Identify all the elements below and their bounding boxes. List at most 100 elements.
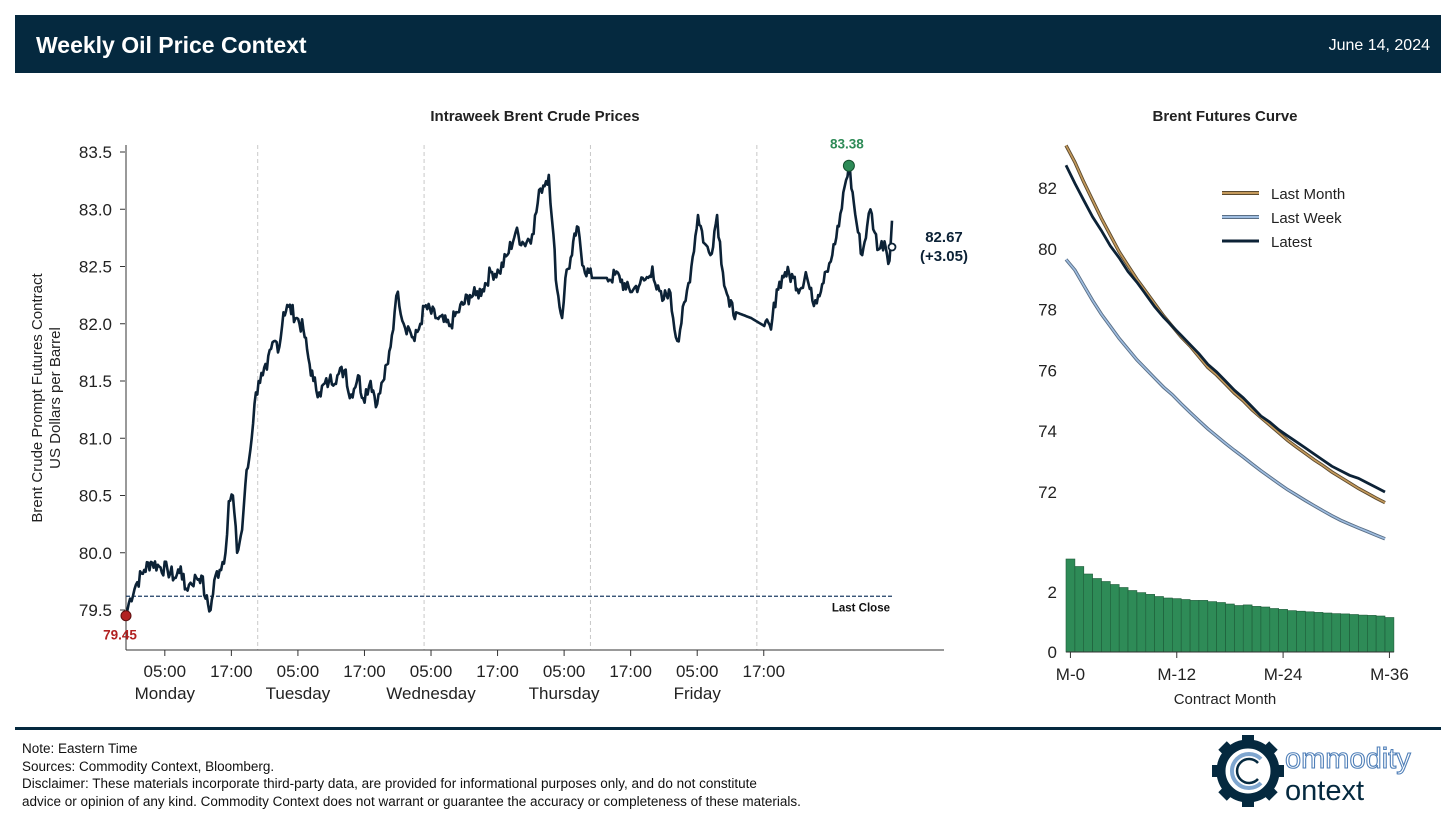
intraweek-chart: 79.5 80.0 80.5 81.0 81.5 82.0 82.5 83.0 83.5 05:0… [79, 137, 968, 703]
change-bar [1225, 603, 1235, 653]
change-bar [1092, 578, 1102, 653]
intraweek-y-tick-label: 81.5 [79, 372, 112, 391]
bars-x-tick-label: M-0 [1056, 665, 1085, 684]
curve-x-axis-label: Contract Month [1174, 691, 1277, 708]
last-marker [887, 242, 897, 252]
report-date: June 14, 2024 [1328, 37, 1430, 54]
change-bar [1242, 604, 1253, 653]
intraweek-x-tick-label: 05:00 [543, 662, 586, 681]
intraweek-x-tick-label: 17:00 [609, 662, 652, 681]
footer-notes: Note: Eastern Time Sources: Commodity Co… [22, 740, 801, 810]
change-bar [1367, 615, 1377, 653]
intraweek-x-tick-label: 05:00 [676, 662, 719, 681]
bars-y-tick-label: 0 [1048, 643, 1057, 662]
change-bar [1375, 615, 1386, 653]
intraweek-y-axis-label-line2: US Dollars per Barrel [47, 327, 64, 469]
intraweek-y-tick-label: 82.5 [79, 258, 112, 277]
intraweek-x-tick-label: 05:00 [410, 662, 453, 681]
intraweek-y-tick-label: 83.0 [79, 200, 112, 219]
intraweek-x-tick-label: 17:00 [343, 662, 386, 681]
gear-icon [1212, 735, 1284, 807]
change-bar [1296, 610, 1306, 653]
change-bar [1163, 597, 1173, 653]
change-bar [1251, 606, 1262, 653]
low-marker [120, 610, 132, 622]
intraweek-x-day-label: Tuesday [266, 684, 331, 703]
change-bar [1154, 596, 1164, 653]
curve-y-tick-label: 82 [1038, 179, 1057, 198]
bars-x-tick-label: M-36 [1370, 665, 1409, 684]
change-bar [1269, 608, 1280, 653]
change-bar [1384, 617, 1395, 653]
high-marker [842, 159, 855, 172]
footer-divider [15, 727, 1441, 730]
legend-label-last-month: Last Month [1271, 186, 1345, 203]
brent-price-line [124, 164, 894, 617]
intraweek-x-day-label: Monday [135, 684, 196, 703]
last-price-label: 82.67 [925, 229, 963, 246]
last-close-label: Last Close [832, 602, 890, 614]
legend-label-last-week: Last Week [1271, 210, 1342, 227]
change-bar [1180, 599, 1191, 653]
curve-line-latest [1064, 164, 1386, 494]
curve-change-bar-chart: 0 2 M-0 M-12 M-24 M-36 [1048, 558, 1409, 684]
footer-note: Note: Eastern Time [22, 741, 138, 756]
curve-legend: Last Month Last Week Latest [1222, 186, 1345, 251]
curve-line-last-month [1065, 145, 1386, 504]
footer-disclaimer-line2: advice or opinion of any kind. Commodity… [22, 793, 801, 809]
change-bar [1127, 590, 1138, 653]
low-label: 79.45 [103, 628, 137, 643]
bars-y-tick-label: 2 [1048, 583, 1057, 602]
curve-y-tick-label: 80 [1038, 240, 1057, 259]
commodity-context-logo: ommodity ontext [1212, 735, 1412, 807]
change-bar [1083, 573, 1093, 653]
futures-curve-title: Brent Futures Curve [1152, 108, 1297, 125]
intraweek-y-tick-label: 79.5 [79, 601, 112, 620]
change-bar [1313, 612, 1324, 653]
footer-sources: Sources: Commodity Context, Bloomberg. [22, 758, 275, 774]
change-bar [1349, 614, 1359, 653]
curve-outline-last-week [1064, 258, 1386, 541]
legend-label-latest: Latest [1271, 234, 1313, 251]
change-bar [1101, 581, 1111, 653]
intraweek-y-tick-label: 82.0 [79, 315, 112, 334]
curve-y-tick-label: 78 [1038, 301, 1057, 320]
header-bar: Weekly Oil Price Context June 14, 2024 [15, 15, 1441, 73]
intraweek-x-tick-label: 05:00 [277, 662, 320, 681]
change-bar [1065, 558, 1076, 653]
intraweek-x-tick-label: 17:00 [742, 662, 785, 681]
change-bar [1216, 602, 1226, 653]
curve-y-tick-label: 74 [1038, 422, 1057, 441]
change-bar [1287, 610, 1297, 653]
change-bar [1331, 613, 1342, 653]
change-bar [1118, 587, 1129, 653]
change-bar [1234, 605, 1244, 653]
intraweek-y-axis-label-line1: Brent Crude Prompt Futures Contract [29, 273, 46, 523]
intraweek-chart-title: Intraweek Brent Crude Prices [430, 108, 639, 125]
change-bar [1074, 566, 1085, 653]
curve-line-last-week [1065, 258, 1386, 540]
last-change-label: (+3.05) [920, 248, 968, 265]
intraweek-x-tick-label: 17:00 [476, 662, 519, 681]
change-bar [1172, 598, 1182, 653]
change-bar [1340, 613, 1350, 653]
change-bar [1136, 592, 1147, 653]
high-label: 83.38 [830, 137, 864, 152]
intraweek-y-tick-label: 80.5 [79, 487, 112, 506]
futures-curve-chart: 72 74 76 78 80 82 [1038, 144, 1386, 541]
intraweek-x-day-label: Friday [674, 684, 722, 703]
curve-y-tick-label: 76 [1038, 361, 1057, 380]
page-title: Weekly Oil Price Context [36, 32, 307, 58]
bars-x-tick-label: M-12 [1157, 665, 1196, 684]
change-bar [1322, 612, 1333, 653]
intraweek-x-day-label: Thursday [529, 684, 600, 703]
bars-x-tick-label: M-24 [1264, 665, 1303, 684]
change-bar [1358, 614, 1368, 653]
logo-text-line1: ommodity [1285, 743, 1411, 775]
change-bar [1260, 606, 1271, 653]
intraweek-y-tick-label: 81.0 [79, 429, 112, 448]
change-bar [1110, 584, 1120, 653]
change-bar [1278, 609, 1288, 653]
footer-disclaimer-line1: Disclaimer: These materials incorporate … [22, 776, 757, 791]
